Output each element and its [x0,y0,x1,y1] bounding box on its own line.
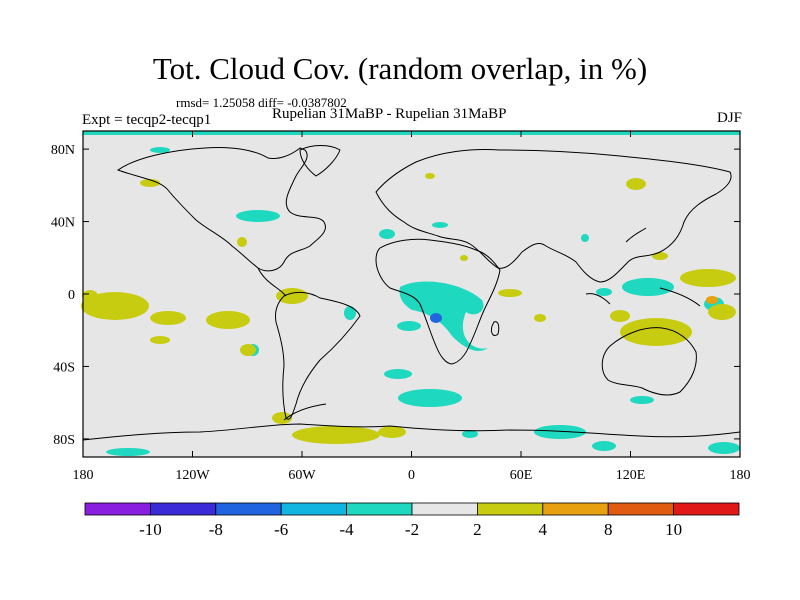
colorbar-label: -4 [340,520,355,539]
colorbar-label: -8 [209,520,223,539]
x-tick-label: 120W [175,468,210,483]
colorbar-label: -2 [405,520,419,539]
colorbar-label: 2 [473,520,482,539]
x-tick-label: 180 [73,468,94,483]
colorbar-swatch [607,502,675,516]
season-label: DJF [716,110,742,126]
positive-anomaly-regions [81,173,736,444]
y-tick-label: 40N [51,216,75,231]
x-tick-label: 120E [616,468,646,483]
colorbar-label: -10 [139,520,162,539]
colorbar: -10 -8 -6 -4 -2 2 4 8 10 [84,502,740,539]
colorbar-swatch [84,502,151,516]
stats-text: rmsd= 1.25058 diff= -0.0387802 [176,95,347,110]
y-tick-label: 80S [53,433,75,448]
coastline-eurasia [375,149,732,283]
moderate-positive-anomaly [706,296,718,304]
map-title: Tot. Cloud Cov. (random overlap, in %) [152,51,648,86]
strong-negative-anomaly [430,313,442,323]
colorbar-swatch [149,502,217,516]
colorbar-swatch [673,502,740,516]
colorbar-swatch [476,502,544,516]
coastline-greenland [299,145,341,177]
coastline-africa [375,238,501,365]
colorbar-swatch [280,502,348,516]
y-tick-label: 80N [51,143,75,158]
colorbar-label: 4 [539,520,548,539]
y-tick-label: 40S [53,360,75,375]
colorbar-label: 10 [665,520,682,539]
colorbar-label: 8 [604,520,613,539]
x-tick-label: 180 [730,468,751,483]
colorbar-swatch [346,502,413,516]
y-tick-label: 0 [68,288,75,303]
coastline-antarctica [82,423,741,441]
coastline-south-america [275,291,361,420]
x-tick-label: 60E [510,468,533,483]
colorbar-label: -6 [274,520,288,539]
coastlines [82,145,741,441]
coastline-north-america [116,147,326,272]
x-tick-label: 60W [288,468,316,483]
x-tick-label: 0 [408,468,415,483]
colorbar-swatch [215,502,282,516]
map-subtitle: Rupelian 31MaBP - Rupelian 31MaBP [272,106,507,122]
colorbar-swatch [411,502,478,516]
colorbar-swatch [542,502,609,516]
map-ticks: 180 120W 60W 0 60E 120E 180 80N 40N 0 40S 80S [51,131,751,483]
experiment-label: Expt = tecqp2-tecqp1 [82,112,212,128]
coastline-australia [601,327,697,396]
